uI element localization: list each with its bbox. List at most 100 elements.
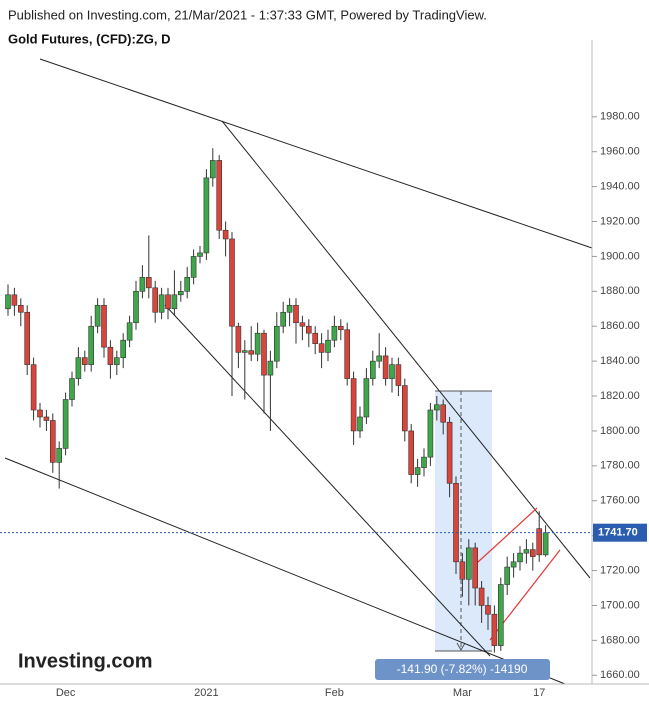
candle-body: [49, 420, 56, 463]
candle-body: [75, 357, 82, 379]
candle-body: [510, 561, 517, 568]
y-tick-label: 1660.00: [600, 669, 640, 681]
candle-body: [229, 238, 235, 327]
candle-body: [126, 322, 133, 341]
candle-body: [440, 404, 447, 423]
candle-body: [43, 416, 50, 421]
candle-body: [222, 229, 229, 240]
y-tick-label: 1980.00: [600, 111, 640, 123]
candle-body: [344, 329, 351, 379]
last-price-label: 1741.70: [598, 527, 638, 539]
y-tick-label: 1780.00: [600, 460, 640, 472]
candle-body: [395, 364, 402, 386]
trend-line: [221, 120, 591, 579]
candle-body: [158, 294, 165, 313]
x-tick-label: Dec: [56, 687, 76, 699]
x-tick-label: Mar: [453, 687, 472, 699]
candle-body: [299, 322, 306, 327]
candle-body: [472, 547, 479, 589]
candle-body: [101, 304, 107, 348]
candle-body: [529, 549, 536, 557]
candle-body: [11, 294, 18, 306]
candle-body: [363, 378, 370, 418]
candle-body: [203, 177, 210, 254]
candle-body: [491, 613, 498, 646]
candle-body: [421, 456, 427, 468]
candle-body: [350, 378, 357, 432]
y-tick-label: 1720.00: [600, 564, 640, 576]
candle-body: [376, 355, 383, 362]
candle-body: [369, 360, 376, 379]
candle-body: [5, 294, 11, 310]
candle-body: [62, 399, 69, 449]
watermark: Investing.com: [18, 650, 152, 672]
candle-body: [273, 325, 280, 362]
candle-body: [69, 378, 75, 400]
y-tick-label: 1920.00: [600, 215, 640, 227]
candle-body: [37, 409, 43, 418]
candle-body: [280, 311, 287, 327]
candle-body: [216, 160, 222, 231]
candle-body: [139, 277, 146, 292]
candle-body: [197, 252, 203, 257]
candle-body: [414, 467, 421, 475]
candle-body: [152, 287, 158, 313]
y-tick-label: 1880.00: [600, 285, 640, 297]
candle-body: [120, 339, 126, 358]
candle-body: [523, 549, 530, 554]
y-tick-label: 1700.00: [600, 599, 640, 611]
candle-body: [305, 325, 312, 334]
candle-body: [267, 360, 274, 376]
candle-body: [337, 325, 344, 331]
y-tick-label: 1840.00: [600, 355, 640, 367]
candle-body: [242, 350, 248, 353]
y-tick-label: 1960.00: [600, 146, 640, 158]
candle-body: [114, 357, 120, 365]
candle-body: [408, 430, 415, 475]
candle-body: [88, 325, 94, 365]
candle-body: [56, 448, 63, 463]
candle-body: [536, 528, 543, 556]
candle-body: [318, 343, 325, 353]
header: Published on Investing.com, 21/Mar/2021 …: [8, 7, 487, 22]
candle-body: [184, 277, 190, 292]
candle-body: [401, 385, 408, 432]
y-tick-label: 1940.00: [600, 181, 640, 193]
candle-body: [542, 532, 549, 556]
y-tick-label: 1860.00: [600, 320, 640, 332]
candle-body: [171, 294, 178, 310]
y-tick-label: 1820.00: [600, 390, 640, 402]
candle-body: [165, 294, 171, 310]
y-tick-label: 1900.00: [600, 250, 640, 262]
y-tick-label: 1800.00: [600, 425, 640, 437]
candle-body: [261, 332, 267, 376]
candle-body: [94, 304, 101, 327]
candle-body: [24, 311, 31, 365]
y-tick-label: 1760.00: [600, 495, 640, 507]
candle-body: [446, 421, 453, 484]
candle-body: [357, 416, 363, 432]
trend-line: [39, 58, 593, 249]
candle-body: [178, 291, 184, 296]
candle-body: [248, 350, 254, 355]
y-tick-label: 1680.00: [600, 634, 640, 646]
arrow-head: [456, 642, 466, 652]
candle-body: [235, 325, 242, 353]
candle-body: [107, 346, 114, 365]
last-price-box: [593, 523, 647, 542]
candle-body: [465, 547, 472, 580]
candle-body: [389, 364, 395, 379]
x-tick-label: 17: [533, 687, 545, 699]
trend-line: [4, 457, 566, 685]
candle-body: [133, 291, 139, 324]
chart-title: Gold Futures, (CFD):ZG, D: [8, 31, 170, 46]
candle-body: [478, 587, 485, 606]
candle-body: [30, 364, 37, 411]
measure-label-box: [375, 659, 550, 680]
candle-body: [146, 277, 152, 289]
trend-lines: [4, 58, 593, 685]
candle-body: [293, 304, 299, 324]
